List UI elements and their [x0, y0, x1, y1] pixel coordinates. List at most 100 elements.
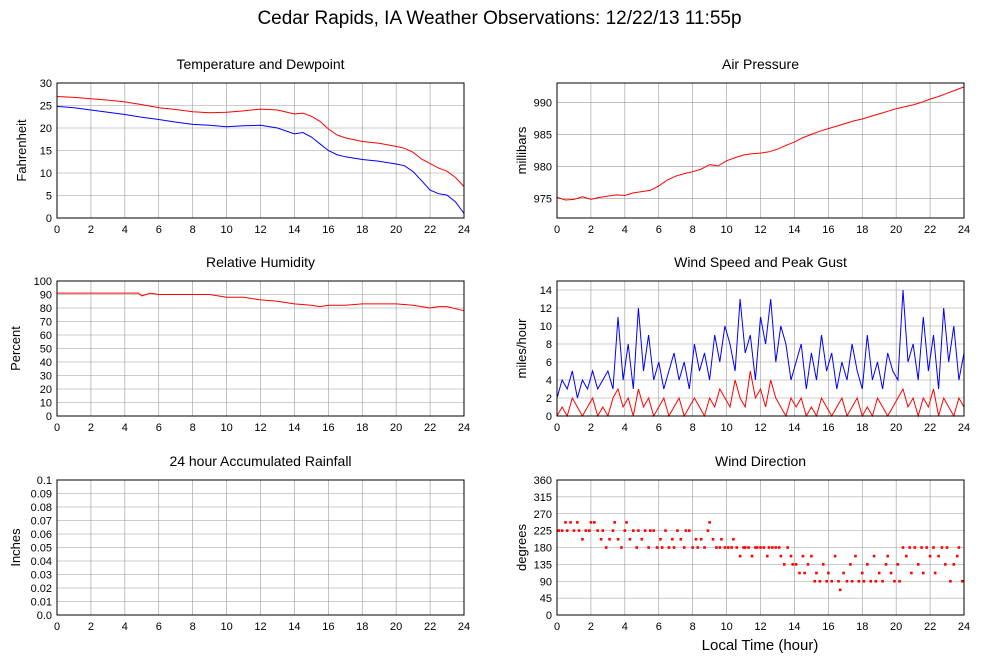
- rain-xtick-label: 6: [156, 621, 162, 633]
- direction-point: [940, 546, 944, 549]
- rh-ylabel: Percent: [8, 326, 23, 371]
- direction-point: [937, 554, 940, 558]
- wind-ytick-label: 14: [540, 285, 552, 297]
- direction-point: [684, 529, 688, 532]
- rh-xtick-label: 10: [220, 422, 232, 434]
- direction-ylabel: degrees: [514, 524, 529, 571]
- wind-series-1-line: [556, 370, 965, 418]
- pressure-xtick-label: 6: [656, 224, 662, 236]
- direction-ytick-label: 225: [534, 526, 552, 538]
- direction-point: [671, 537, 674, 541]
- wind-ytick-label: 8: [546, 339, 552, 351]
- rain-ytick-label: 0.01: [31, 597, 52, 609]
- direction-xtick-label: 2: [588, 621, 594, 633]
- rain-xtick-label: 14: [288, 621, 300, 633]
- direction-point: [774, 546, 778, 549]
- pressure-xtick-label: 2: [588, 224, 594, 236]
- pressure-ylabel: millibars: [514, 126, 529, 174]
- pressure-ytick-label: 980: [534, 162, 552, 174]
- rh-xtick-label: 24: [458, 422, 470, 434]
- direction-title: Wind Direction: [715, 453, 806, 469]
- pressure-xtick-label: 0: [554, 224, 560, 236]
- direction-point: [620, 546, 623, 549]
- temp-chart: Temperature and Dewpoint Fahrenheit 0 5 10 15…: [14, 56, 470, 236]
- temp-xtick-label: 8: [190, 224, 196, 236]
- direction-point: [643, 529, 647, 532]
- rh-ytick-label: 50: [40, 344, 52, 356]
- rh-ytick-label: 60: [40, 330, 52, 342]
- temp-ytick-label: 25: [40, 101, 52, 113]
- rain-ytick-label: 0.0: [37, 610, 52, 622]
- direction-point: [838, 588, 842, 592]
- direction-point: [706, 529, 710, 532]
- direction-point: [913, 546, 917, 549]
- direction-xtick-label: 0: [554, 621, 560, 633]
- direction-point: [632, 529, 635, 532]
- wind-xtick-label: 2: [588, 422, 594, 434]
- wind-ytick-label: 12: [540, 303, 552, 315]
- temp-ytick-label: 30: [40, 78, 52, 90]
- direction-point: [628, 537, 632, 541]
- rain-ytick-label: 0.07: [31, 516, 52, 528]
- wind-xtick-label: 20: [890, 422, 902, 434]
- rain-xtick-label: 22: [424, 621, 436, 633]
- direction-point: [742, 546, 745, 549]
- direction-point: [738, 554, 742, 558]
- direction-xtick-label: 24: [958, 621, 970, 633]
- rain-ytick-label: 0.09: [31, 489, 52, 501]
- temp-xtick-label: 22: [424, 224, 436, 236]
- rh-xtick-label: 14: [288, 422, 300, 434]
- direction-point: [676, 529, 679, 532]
- direction-point: [877, 571, 881, 575]
- rain-ytick-label: 0.03: [31, 570, 52, 582]
- direction-xtick-label: 6: [656, 621, 662, 633]
- direction-point: [896, 563, 900, 566]
- rain-xtick-label: 0: [54, 621, 60, 633]
- direction-point: [604, 546, 608, 549]
- wind-xtick-label: 6: [656, 422, 662, 434]
- temp-plot-frame: [56, 82, 465, 219]
- direction-point: [779, 554, 783, 558]
- rain-xtick-label: 18: [356, 621, 368, 633]
- rh-ytick-label: 0: [46, 411, 52, 423]
- direction-point: [901, 546, 905, 549]
- direction-point: [613, 521, 616, 524]
- wind-xtick-label: 22: [924, 422, 936, 434]
- direction-point: [608, 537, 611, 541]
- direction-point: [777, 546, 781, 549]
- wind-xtick-label: 8: [690, 422, 696, 434]
- direction-point: [833, 554, 837, 558]
- direction-point: [691, 546, 694, 549]
- direction-ytick-label: 135: [534, 559, 552, 571]
- pressure-ytick-label: 975: [534, 194, 552, 206]
- direction-point: [945, 546, 949, 549]
- rh-ytick-label: 30: [40, 371, 52, 383]
- direction-point: [647, 546, 650, 549]
- pressure-ytick-label: 990: [534, 97, 552, 109]
- rh-ytick-label: 90: [40, 290, 52, 302]
- wind-xtick-label: 0: [554, 422, 560, 434]
- direction-point: [884, 563, 888, 566]
- rain-xtick-label: 24: [458, 621, 470, 633]
- wind-series-0-line: [556, 289, 965, 399]
- direction-point: [672, 546, 676, 549]
- direction-point: [818, 579, 822, 583]
- temp-series-0-line: [56, 96, 465, 187]
- pressure-xtick-label: 24: [958, 224, 970, 236]
- wind-xtick-label: 4: [622, 422, 628, 434]
- temp-xtick-label: 16: [322, 224, 334, 236]
- direction-point: [576, 521, 579, 524]
- rh-plot-frame: [56, 280, 465, 417]
- direction-point: [955, 554, 959, 558]
- direction-point: [791, 563, 795, 566]
- wind-title: Wind Speed and Peak Gust: [674, 254, 847, 270]
- rain-xtick-label: 4: [122, 621, 128, 633]
- temp-ytick-label: 20: [40, 123, 52, 135]
- direction-point: [623, 529, 627, 532]
- direction-point: [952, 563, 956, 566]
- direction-point: [813, 579, 817, 583]
- direction-point: [723, 546, 727, 549]
- direction-ytick-label: 270: [534, 509, 552, 521]
- direction-point: [711, 537, 715, 541]
